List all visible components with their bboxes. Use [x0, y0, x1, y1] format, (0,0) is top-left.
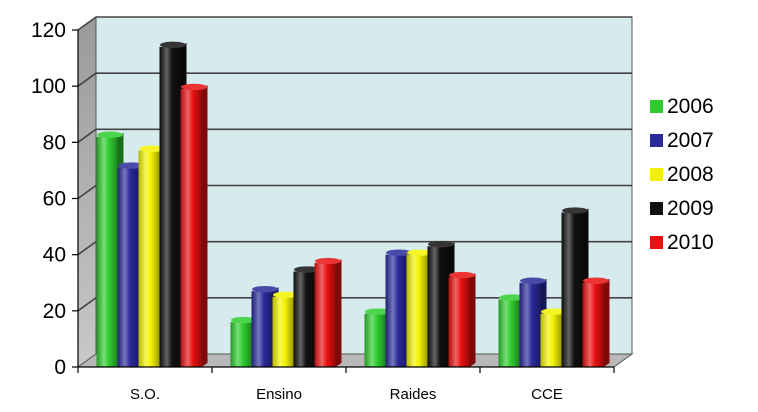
bar-front — [582, 282, 604, 367]
bar-front — [427, 246, 449, 367]
bar-2010-Raides — [448, 271, 476, 367]
bar-side — [469, 273, 476, 367]
legend: 2006 2007 2008 2009 2010 — [650, 95, 714, 254]
bar-top — [499, 294, 525, 301]
bar-front — [96, 136, 118, 367]
bar-front — [364, 313, 386, 367]
bar-top — [583, 277, 609, 284]
bar-top — [365, 308, 391, 315]
bar-front — [159, 46, 181, 367]
gridline-side-60 — [77, 184, 97, 200]
bar-front — [540, 313, 562, 367]
bar-top — [449, 271, 475, 279]
bar-front — [561, 212, 583, 367]
bar-top — [97, 131, 123, 138]
legend-swatch — [650, 100, 663, 113]
bar-front — [251, 291, 273, 367]
x-tick-label: Ensino — [256, 386, 302, 403]
legend-item-2009: 2009 — [650, 197, 714, 220]
bar-top — [428, 241, 454, 248]
gridline-side-80 — [77, 128, 97, 143]
bar-top — [273, 291, 299, 298]
bar-side — [201, 84, 208, 367]
x-tick-label: Raides — [390, 386, 437, 403]
legend-label: 2009 — [667, 197, 714, 220]
bar-front — [117, 167, 139, 367]
y-tick-label: 0 — [54, 356, 66, 379]
bar-top — [252, 285, 278, 293]
bar-front — [138, 150, 160, 367]
bar-front — [498, 299, 520, 367]
legend-swatch — [650, 134, 663, 147]
bar-top — [520, 277, 546, 284]
gridline-side-100 — [77, 72, 97, 87]
bar-top — [562, 207, 588, 214]
gridline-side-120 — [77, 16, 97, 31]
legend-label: 2008 — [667, 163, 714, 186]
bar-side — [335, 259, 342, 367]
bar-top — [294, 266, 320, 273]
legend-swatch — [650, 168, 663, 181]
legend-label: 2006 — [667, 95, 714, 118]
legend-swatch — [650, 202, 663, 215]
bar-top — [407, 249, 433, 256]
bar-2010-CCE — [582, 277, 610, 367]
y-tick-label: 80 — [43, 131, 66, 154]
bar-top — [139, 145, 165, 152]
legend-item-2010: 2010 — [650, 231, 714, 254]
legend-item-2006: 2006 — [650, 95, 714, 118]
bar-front — [448, 277, 470, 367]
y-tick-label: 60 — [43, 188, 66, 211]
bar-top — [118, 162, 144, 169]
bar-front — [519, 282, 541, 367]
y-tick-label: 40 — [43, 244, 66, 267]
gridline-side-20 — [77, 297, 97, 312]
y-tick-label: 20 — [43, 300, 66, 323]
bar-top — [386, 249, 412, 256]
bar-top — [231, 316, 257, 324]
bar-front — [272, 296, 294, 367]
bar-side — [603, 278, 610, 367]
legend-label: 2010 — [667, 231, 714, 254]
bar-top — [160, 41, 186, 49]
legend-item-2008: 2008 — [650, 163, 714, 186]
bar-front — [293, 271, 315, 367]
bars — [96, 41, 610, 367]
x-tick-label: CCE — [531, 386, 563, 403]
bar-top — [541, 308, 567, 315]
bar-2010-S.O. — [180, 83, 208, 367]
bar-front — [314, 263, 336, 367]
bar-front — [230, 322, 252, 367]
x-tick-label: S.O. — [130, 386, 160, 403]
y-tick-label: 120 — [31, 19, 66, 42]
legend-label: 2007 — [667, 129, 714, 152]
bar-front — [385, 254, 407, 367]
axes: 0 20 40 60 80 100 120 S.O. Ensino Raides CCE — [31, 19, 615, 403]
bar-top — [315, 257, 341, 265]
legend-swatch — [650, 236, 663, 249]
bar-front — [406, 254, 428, 367]
bar-front — [180, 88, 202, 367]
legend-item-2007: 2007 — [650, 129, 714, 152]
bar-2010-Ensino — [314, 257, 342, 367]
gridline-side-40 — [77, 241, 97, 256]
bar-top — [181, 83, 207, 91]
y-tick-label: 100 — [31, 75, 66, 98]
